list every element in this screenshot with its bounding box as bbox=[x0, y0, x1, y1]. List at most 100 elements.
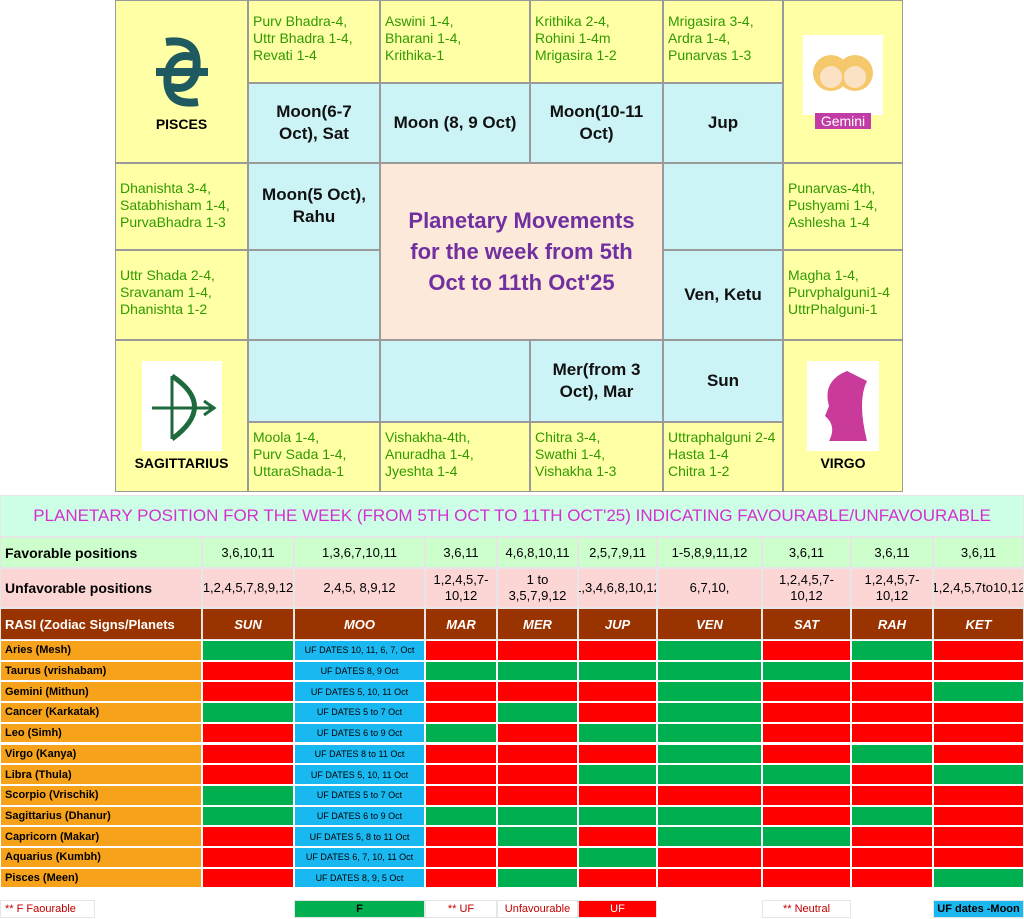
status-cell bbox=[202, 743, 294, 765]
empty-cell bbox=[248, 250, 380, 340]
rasi-label: Libra (Thula) bbox=[0, 764, 202, 785]
sign-cell: VIRGO bbox=[783, 340, 903, 492]
status-cell bbox=[657, 847, 762, 868]
status-cell bbox=[578, 805, 657, 827]
status-cell bbox=[933, 743, 1024, 765]
status-cell bbox=[497, 702, 578, 723]
gemini-icon bbox=[803, 34, 883, 115]
planet-header: MER bbox=[497, 608, 578, 640]
status-cell bbox=[657, 722, 762, 744]
legend-item: ** Neutral bbox=[762, 900, 851, 918]
empty-cell bbox=[663, 163, 783, 250]
nakshatra: Purv Bhadra-4, Uttr Bhadra 1-4, Revati 1… bbox=[248, 0, 380, 83]
status-cell bbox=[851, 826, 933, 847]
status-cell bbox=[497, 640, 578, 661]
status-cell bbox=[425, 784, 497, 806]
status-cell bbox=[497, 847, 578, 868]
status-cell bbox=[202, 681, 294, 703]
unfavorable-positions: 1,2,4,5,7-10,12 bbox=[851, 568, 933, 608]
status-cell bbox=[851, 867, 933, 889]
status-cell bbox=[657, 640, 762, 661]
status-cell bbox=[762, 660, 851, 682]
favorable-positions: 3,6,11 bbox=[851, 537, 933, 568]
status-cell bbox=[578, 660, 657, 682]
planet-header: KET bbox=[933, 608, 1024, 640]
nakshatra: Moola 1-4, Purv Sada 1-4, UttaraShada-1 bbox=[248, 422, 380, 492]
rasi-label: Gemini (Mithun) bbox=[0, 681, 202, 703]
nakshatra: Punarvas-4th, Pushyami 1-4, Ashlesha 1-4 bbox=[783, 163, 903, 250]
favorable-positions: 2,5,7,9,11 bbox=[578, 537, 657, 568]
rasi-label: Taurus (vrishabam) bbox=[0, 660, 202, 682]
sign-label: SAGITTARIUS bbox=[134, 455, 229, 471]
status-cell bbox=[933, 784, 1024, 806]
unfavorable-positions: 2,4,5, 8,9,12 bbox=[294, 568, 425, 608]
status-cell bbox=[762, 826, 851, 847]
status-cell bbox=[497, 660, 578, 682]
status-cell bbox=[933, 826, 1024, 847]
status-cell bbox=[497, 867, 578, 889]
status-cell bbox=[657, 826, 762, 847]
status-cell bbox=[762, 805, 851, 827]
unfavorable-positions: 1,3,4,6,8,10,12 bbox=[578, 568, 657, 608]
table-title: PLANETARY POSITION FOR THE WEEK (FROM 5T… bbox=[0, 495, 1024, 537]
status-cell bbox=[202, 805, 294, 827]
status-cell bbox=[851, 805, 933, 827]
rasi-label: Capricorn (Makar) bbox=[0, 826, 202, 847]
unfavorable-positions: 1,2,4,5,7-10,12 bbox=[762, 568, 851, 608]
status-cell bbox=[762, 702, 851, 723]
favorable-positions: 4,6,8,10,11 bbox=[497, 537, 578, 568]
planet-position: Sun bbox=[663, 340, 783, 422]
favorable-positions: 3,6,11 bbox=[933, 537, 1024, 568]
status-cell bbox=[762, 784, 851, 806]
status-cell bbox=[202, 640, 294, 661]
sagittarius-icon bbox=[141, 361, 222, 451]
status-cell bbox=[425, 764, 497, 785]
status-cell bbox=[425, 640, 497, 661]
status-cell bbox=[578, 681, 657, 703]
rasi-label: Leo (Simh) bbox=[0, 722, 202, 744]
row-label: Favorable positions bbox=[0, 537, 202, 568]
nakshatra: Mrigasira 3-4, Ardra 1-4, Punarvas 1-3 bbox=[663, 0, 783, 83]
status-cell bbox=[425, 743, 497, 765]
status-cell bbox=[202, 867, 294, 889]
header-label: RASI (Zodiac Signs/Planets bbox=[0, 608, 202, 640]
legend-item: F bbox=[294, 900, 425, 918]
status-cell bbox=[657, 805, 762, 827]
sign-cell: Gemini bbox=[783, 0, 903, 163]
status-cell bbox=[202, 826, 294, 847]
status-cell bbox=[578, 784, 657, 806]
status-cell bbox=[933, 764, 1024, 785]
empty-cell bbox=[248, 340, 380, 422]
status-cell bbox=[202, 764, 294, 785]
legend-item: Unfavourable bbox=[497, 900, 578, 918]
status-cell bbox=[497, 784, 578, 806]
favorable-positions: 1,3,6,7,10,11 bbox=[294, 537, 425, 568]
status-cell bbox=[851, 743, 933, 765]
planet-header: MOO bbox=[294, 608, 425, 640]
planet-position: Moon (8, 9 Oct) bbox=[380, 83, 530, 163]
status-cell bbox=[657, 867, 762, 889]
moon-dates: UF DATES 5, 8 to 11 Oct bbox=[294, 826, 425, 847]
status-cell bbox=[762, 743, 851, 765]
status-cell bbox=[933, 722, 1024, 744]
status-cell bbox=[762, 681, 851, 703]
status-cell bbox=[933, 660, 1024, 682]
status-cell bbox=[933, 681, 1024, 703]
status-cell bbox=[851, 847, 933, 868]
status-cell bbox=[657, 764, 762, 785]
status-cell bbox=[851, 722, 933, 744]
status-cell bbox=[657, 702, 762, 723]
status-cell bbox=[578, 702, 657, 723]
unfavorable-positions: 1,2,4,5,7,8,9,12 bbox=[202, 568, 294, 608]
status-cell bbox=[425, 826, 497, 847]
planet-header: SAT bbox=[762, 608, 851, 640]
status-cell bbox=[762, 640, 851, 661]
status-cell bbox=[578, 722, 657, 744]
status-cell bbox=[657, 660, 762, 682]
legend-item: UF bbox=[578, 900, 657, 918]
favorable-positions: 3,6,11 bbox=[425, 537, 497, 568]
status-cell bbox=[497, 764, 578, 785]
status-cell bbox=[851, 764, 933, 785]
moon-dates: UF DATES 5, 10, 11 Oct bbox=[294, 764, 425, 785]
